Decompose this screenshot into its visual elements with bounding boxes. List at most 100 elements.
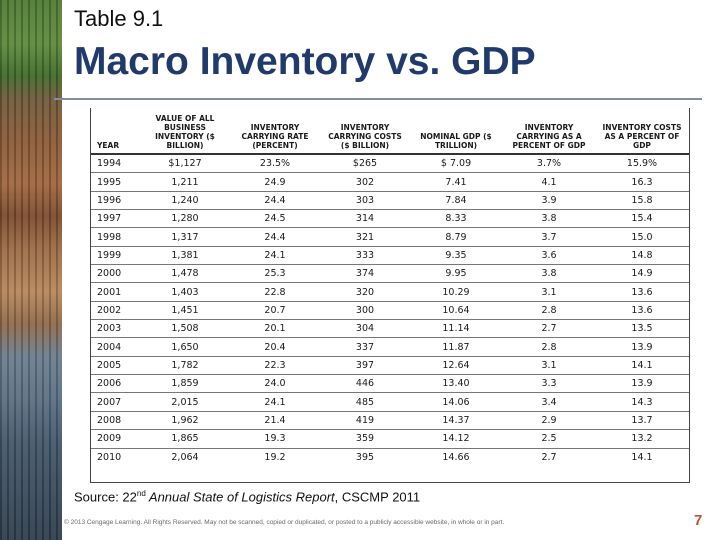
table-cell: 21.4: [229, 411, 321, 431]
table-row: 1998 1,317 24.4 321 8.79 3.7 15.0: [91, 227, 689, 247]
data-table-container: YEAR VALUE OF ALL BUSINESS INVENTORY ($ …: [90, 108, 690, 483]
table-cell: 24.0: [229, 374, 321, 394]
table-cell: 4.1: [503, 172, 595, 192]
table-cell: 2.8: [503, 337, 595, 357]
table-cell: 314: [321, 209, 409, 229]
header-carrying-rate: INVENTORY CARRYING RATE (PERCENT): [229, 108, 321, 155]
table-cell: 14.1: [631, 451, 653, 463]
table-cell: 1,317: [141, 227, 229, 247]
table-cell: 2,064: [171, 451, 199, 463]
table-cell: 1,381: [141, 246, 229, 266]
table-cell: 3.3: [503, 374, 595, 394]
table-cell: 1,859: [141, 374, 229, 394]
table-cell: 13.2: [595, 429, 689, 449]
table-cell: 1,865: [141, 429, 229, 449]
table-row: 1996 1,240 24.4 303 7.84 3.9 15.8: [91, 191, 689, 211]
table-cell: 2007: [91, 392, 141, 412]
table-cell: 14.06: [409, 392, 503, 412]
table-cell: 1999: [91, 246, 141, 266]
inventory-gdp-table: YEAR VALUE OF ALL BUSINESS INVENTORY ($ …: [91, 108, 689, 466]
source-citation: Source: 22nd Annual State of Logistics R…: [74, 489, 420, 504]
table-cell: 1,782: [141, 356, 229, 376]
table-cell: 20.7: [229, 301, 321, 321]
table-cell: 24.9: [229, 172, 321, 192]
table-cell: 23.5%: [229, 154, 321, 174]
table-cell: 20.4: [229, 337, 321, 357]
table-cell: 16.3: [595, 172, 689, 192]
table-row: 2003 1,508 20.1 304 11.14 2.7 13.5: [91, 319, 689, 339]
header-carrying-pct-gdp: INVENTORY CARRYING AS A PERCENT OF GDP: [503, 108, 595, 155]
table-cell: 10.29: [409, 282, 503, 302]
table-row: 2006 1,859 24.0 446 13.40 3.3 13.9: [91, 374, 689, 394]
table-cell: 446: [321, 374, 409, 394]
table-cell: 12.64: [409, 356, 503, 376]
table-cell: 2.5: [503, 429, 595, 449]
table-cell: 14.37: [409, 411, 503, 431]
header-inventory-value: VALUE OF ALL BUSINESS INVENTORY ($ BILLI…: [141, 108, 229, 155]
table-cell: 15.9%: [595, 154, 689, 174]
table-cell: 304: [321, 319, 409, 339]
table-cell: 19.3: [229, 429, 321, 449]
table-cell: 19.2: [264, 451, 286, 463]
table-cell: 25.3: [229, 264, 321, 284]
table-row: 2000 1,478 25.3 374 9.95 3.8 14.9: [91, 264, 689, 284]
copyright-footer: © 2013 Cengage Learning. All Rights Rese…: [64, 519, 505, 526]
table-cell: 2001: [91, 282, 141, 302]
table-row: 2010 2,064 19.2 395 14.66 2.7 14.1: [91, 448, 689, 466]
table-row: 2005 1,782 22.3 397 12.64 3.1 14.1: [91, 356, 689, 376]
table-row: 1994 $1,127 23.5% $265 $ 7.09 3.7% 15.9%: [91, 154, 689, 174]
header-costs-pct-gdp: INVENTORY COSTS AS A PERCENT OF GDP: [595, 108, 689, 155]
table-cell: 3.9: [503, 191, 595, 211]
table-cell: 1,403: [141, 282, 229, 302]
table-cell: 2008: [91, 411, 141, 431]
page-number: 7: [694, 512, 703, 529]
table-cell: 3.8: [503, 209, 595, 229]
table-cell: 2000: [91, 264, 141, 284]
table-cell: 1,508: [141, 319, 229, 339]
table-row: 2007 2,015 24.1 485 14.06 3.4 14.3: [91, 392, 689, 412]
table-cell: 2009: [91, 429, 141, 449]
table-cell: 22.8: [229, 282, 321, 302]
table-cell: 1997: [91, 209, 141, 229]
table-cell: 3.1: [503, 282, 595, 302]
table-cell: 3.1: [503, 356, 595, 376]
table-cell: 333: [321, 246, 409, 266]
slide-title: Macro Inventory vs. GDP: [74, 40, 536, 83]
table-cell: 13.40: [409, 374, 503, 394]
table-cell: 13.9: [595, 374, 689, 394]
table-row: 2004 1,650 20.4 337 11.87 2.8 13.9: [91, 337, 689, 357]
table-cell: 11.87: [409, 337, 503, 357]
table-cell: 321: [321, 227, 409, 247]
table-cell: 419: [321, 411, 409, 431]
table-cell: 14.8: [595, 246, 689, 266]
table-cell: 1,280: [141, 209, 229, 229]
source-suffix: , CSCMP 2011: [334, 489, 421, 505]
title-divider: [54, 98, 702, 100]
header-carrying-costs: INVENTORY CARRYING COSTS ($ BILLION): [321, 108, 409, 155]
header-year: YEAR: [91, 108, 141, 155]
table-cell: 9.35: [409, 246, 503, 266]
source-prefix: Source: 22: [74, 489, 137, 505]
table-row: 2001 1,403 22.8 320 10.29 3.1 13.6: [91, 282, 689, 302]
table-row: 1995 1,211 24.9 302 7.41 4.1 16.3: [91, 172, 689, 192]
table-body: 1994 $1,127 23.5% $265 $ 7.09 3.7% 15.9% 1995 1,…: [91, 154, 689, 466]
table-cell: 2002: [91, 301, 141, 321]
table-cell: 14.66: [442, 451, 470, 463]
decorative-container-image: [0, 0, 62, 540]
table-cell: 1,650: [141, 337, 229, 357]
source-superscript: nd: [136, 489, 146, 498]
source-report-title: Annual State of Logistics Report: [145, 489, 335, 505]
table-cell: 1,211: [141, 172, 229, 192]
table-cell: 22.3: [229, 356, 321, 376]
table-cell: 24.4: [229, 191, 321, 211]
table-cell: 8.79: [409, 227, 503, 247]
table-cell: 7.41: [409, 172, 503, 192]
header-nominal-gdp: NOMINAL GDP ($ TRILLION): [409, 108, 503, 155]
table-cell: 15.0: [595, 227, 689, 247]
table-row: 2009 1,865 19.3 359 14.12 2.5 13.2: [91, 429, 689, 449]
table-cell: 302: [321, 172, 409, 192]
table-cell: 7.84: [409, 191, 503, 211]
table-cell: 3.8: [503, 264, 595, 284]
table-cell: 1996: [91, 191, 141, 211]
table-cell: 2.8: [503, 301, 595, 321]
